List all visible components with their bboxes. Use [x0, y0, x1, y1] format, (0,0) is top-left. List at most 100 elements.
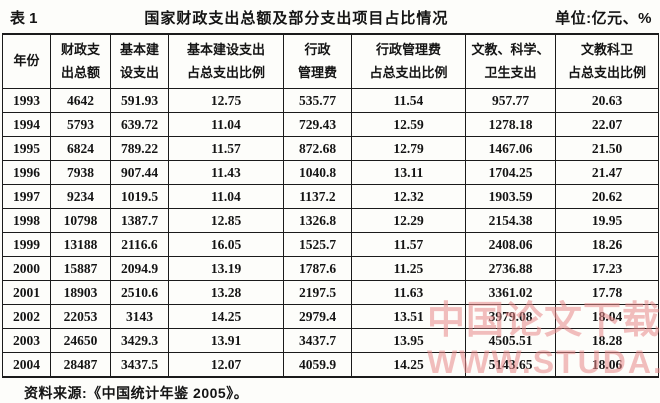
table-cell: 2510.6 [110, 280, 169, 305]
table-row: 1995 6824 789.22 11.57 872.68 12.79 1467.06 21.… [2, 136, 659, 161]
table-cell: 13.19 [168, 256, 284, 281]
table-cell: 21.50 [555, 136, 659, 161]
column-header: 年份 [2, 33, 51, 89]
column-header: 财政支 出总额 [50, 33, 111, 89]
table-cell: 1998 [2, 208, 51, 233]
table-cell: 1994 [2, 112, 51, 137]
table-cell: 2736.88 [465, 256, 556, 281]
table-row: 1998 10798 1387.7 12.85 1326.8 12.29 2154.38 19… [2, 208, 659, 233]
table-cell: 9234 [50, 184, 111, 209]
table-cell: 3143 [110, 304, 169, 329]
table-row: 1997 9234 1019.5 11.04 1137.2 12.32 1903.59 20.… [2, 184, 659, 209]
table-cell: 2979.4 [283, 304, 352, 329]
table-cell: 12.85 [168, 208, 284, 233]
table-number-label: 表 1 [10, 10, 38, 27]
table-cell: 16.05 [168, 232, 284, 257]
table-row: 1999 13188 2116.6 16.05 1525.7 11.57 2408.06 18… [2, 232, 659, 257]
table-cell: 1995 [2, 136, 51, 161]
table-cell: 11.57 [168, 136, 284, 161]
table-cell: 12.59 [351, 112, 466, 137]
table-cell: 11.04 [168, 184, 284, 209]
table-cell: 789.22 [110, 136, 169, 161]
table-cell: 872.68 [283, 136, 352, 161]
table-cell: 2154.38 [465, 208, 556, 233]
table-cell: 957.77 [465, 88, 556, 113]
table-cell: 639.72 [110, 112, 169, 137]
table-cell: 1467.06 [465, 136, 556, 161]
table-cell: 1019.5 [110, 184, 169, 209]
table-cell: 7938 [50, 160, 111, 185]
table-cell: 2000 [2, 256, 51, 281]
table-cell: 14.25 [168, 304, 284, 329]
table-cell: 12.79 [351, 136, 466, 161]
source-note: 资料来源:《中国统计年鉴 2005》。 [24, 385, 249, 401]
table-cell: 1137.2 [283, 184, 352, 209]
table-body: 1993 4642 591.93 12.75 535.77 11.54 957.77 20.6… [2, 88, 659, 378]
table-cell: 22053 [50, 304, 111, 329]
table-cell: 11.25 [351, 256, 466, 281]
table-cell: 24650 [50, 328, 111, 353]
table-cell: 2094.9 [110, 256, 169, 281]
table-cell: 4505.51 [465, 328, 556, 353]
table-cell: 2116.6 [110, 232, 169, 257]
column-header: 基本建设支出 占总支出比例 [168, 33, 284, 89]
table-cell: 12.07 [168, 352, 284, 378]
table-row: 1996 7938 907.44 11.43 1040.8 13.11 1704.25 21.… [2, 160, 659, 185]
table-cell: 15887 [50, 256, 111, 281]
table-header: 年份 财政支 出总额 基本建 设支出 基本建设支出 占总支出比例 行政 管理费 行政管理费 占总支出… [2, 33, 659, 89]
table-cell: 1997 [2, 184, 51, 209]
table-row: 2004 28487 3437.5 12.07 4059.9 14.25 5143.65 18… [2, 352, 659, 378]
table-cell: 1903.59 [465, 184, 556, 209]
table-cell: 4642 [50, 88, 111, 113]
table-cell: 2003 [2, 328, 51, 353]
column-header: 基本建 设支出 [110, 33, 169, 89]
table-cell: 11.04 [168, 112, 284, 137]
table-cell: 1787.6 [283, 256, 352, 281]
column-header: 文教科卫 占总支出比例 [555, 33, 659, 89]
column-header: 行政管理费 占总支出比例 [351, 33, 466, 89]
table-cell: 13.28 [168, 280, 284, 305]
table-cell: 6824 [50, 136, 111, 161]
table-cell: 11.57 [351, 232, 466, 257]
table-cell: 17.23 [555, 256, 659, 281]
table-caption: 表 1 国家财政支出总额及部分支出项目占比情况 单位:亿元、% [0, 0, 660, 33]
table-cell: 12.32 [351, 184, 466, 209]
table-cell: 1999 [2, 232, 51, 257]
table-cell: 13.51 [351, 304, 466, 329]
table-cell: 14.25 [351, 352, 466, 378]
table-cell: 11.63 [351, 280, 466, 305]
table-cell: 1326.8 [283, 208, 352, 233]
table-cell: 591.93 [110, 88, 169, 113]
table-cell: 2408.06 [465, 232, 556, 257]
table-cell: 12.75 [168, 88, 284, 113]
table-cell: 1040.8 [283, 160, 352, 185]
table-cell: 13.95 [351, 328, 466, 353]
table-cell: 2004 [2, 352, 51, 378]
table-cell: 3361.02 [465, 280, 556, 305]
table-cell: 11.54 [351, 88, 466, 113]
table-row: 2001 18903 2510.6 13.28 2197.5 11.63 3361.02 17… [2, 280, 659, 305]
table-cell: 18.04 [555, 304, 659, 329]
table-cell: 18.26 [555, 232, 659, 257]
column-header: 文教、科学、 卫生支出 [465, 33, 556, 89]
table-cell: 3437.5 [110, 352, 169, 378]
table-cell: 2197.5 [283, 280, 352, 305]
table-cell: 21.47 [555, 160, 659, 185]
table-row: 2002 22053 3143 14.25 2979.4 13.51 3979.08 18.0… [2, 304, 659, 329]
table-cell: 18.28 [555, 328, 659, 353]
table-header-row: 年份 财政支 出总额 基本建 设支出 基本建设支出 占总支出比例 行政 管理费 行政管理费 占总支出… [2, 33, 659, 89]
table-row: 2003 24650 3429.3 13.91 3437.7 13.95 4505.51 18… [2, 328, 659, 353]
table-row: 1993 4642 591.93 12.75 535.77 11.54 957.77 20.6… [2, 88, 659, 113]
table-cell: 2001 [2, 280, 51, 305]
table-cell: 3429.3 [110, 328, 169, 353]
table-title: 国家财政支出总额及部分支出项目占比情况 [144, 10, 449, 27]
table-cell: 1996 [2, 160, 51, 185]
table-cell: 12.29 [351, 208, 466, 233]
table-cell: 2002 [2, 304, 51, 329]
table-cell: 3437.7 [283, 328, 352, 353]
table-cell: 907.44 [110, 160, 169, 185]
table-cell: 13188 [50, 232, 111, 257]
table-cell: 13.91 [168, 328, 284, 353]
table-row: 2000 15887 2094.9 13.19 1787.6 11.25 2736.88 17… [2, 256, 659, 281]
